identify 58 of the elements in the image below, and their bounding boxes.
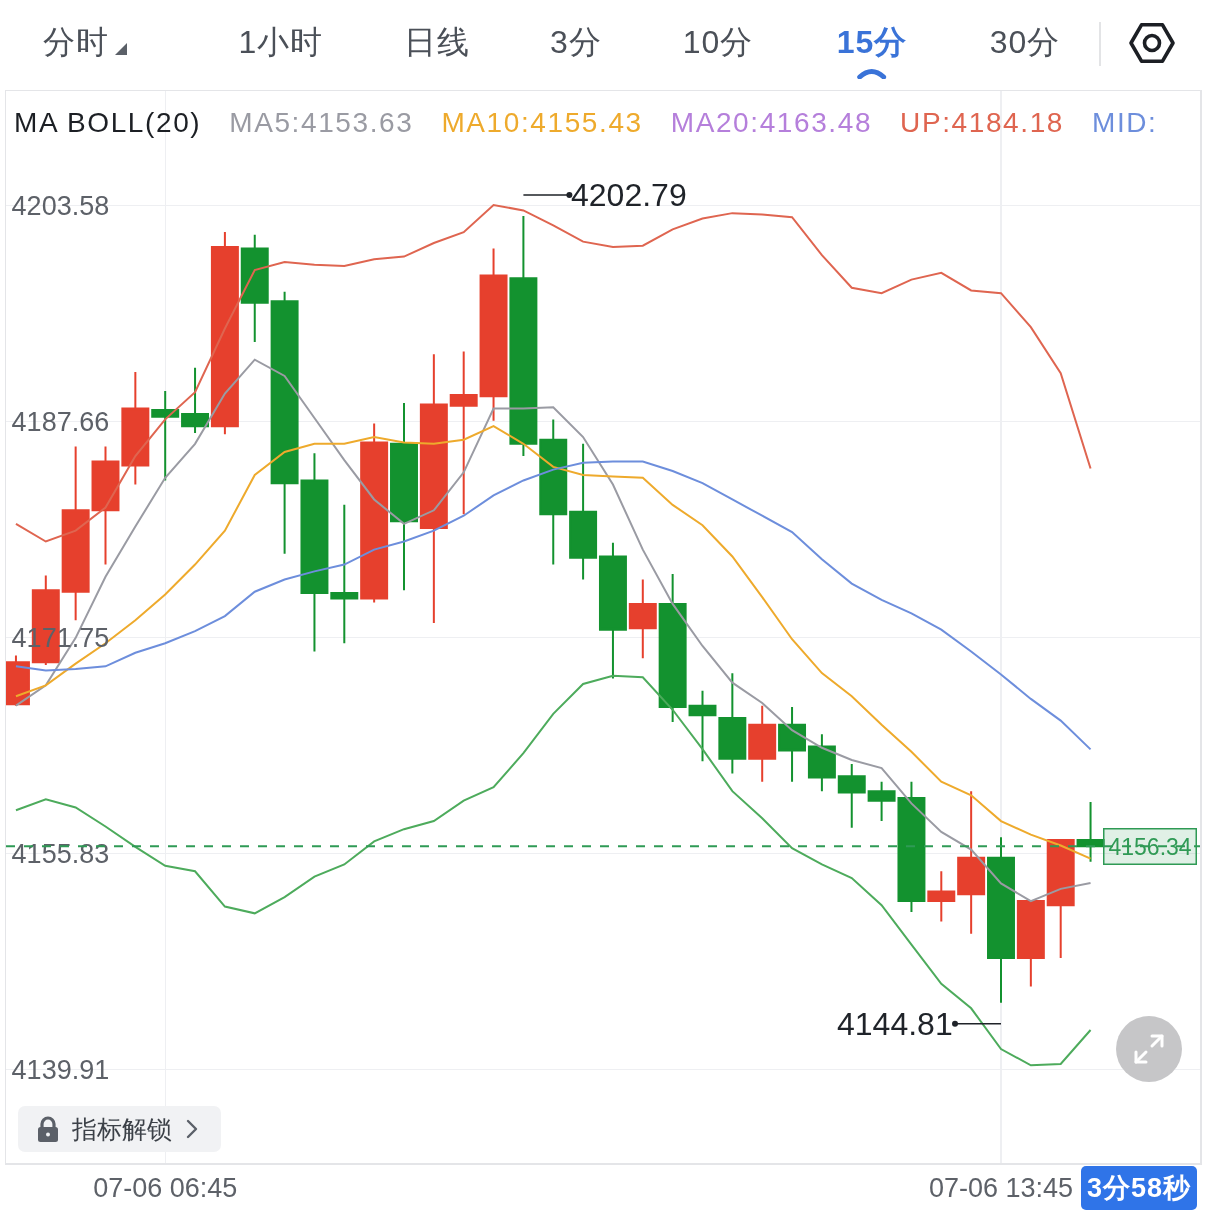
candlestick [718, 672, 747, 775]
candlestick [61, 445, 90, 622]
line-series [14, 358, 1092, 903]
badge: 3分58秒 [1080, 1166, 1197, 1210]
candlestick [987, 836, 1015, 1004]
text: 30分 [989, 24, 1061, 60]
text: 10分 [682, 24, 754, 60]
candlestick [807, 733, 836, 793]
candlestick [151, 389, 180, 482]
annotation: MA20:4163.48 [670, 107, 873, 139]
text: MA10:4155.43 [441, 107, 643, 139]
x-tick-label: 07-06 06:45 [93, 1172, 238, 1203]
candlestick [957, 790, 986, 935]
candlestick [837, 763, 866, 829]
candlestick [539, 418, 568, 566]
candlestick [479, 247, 508, 422]
annotation: 指标解锁 [72, 1114, 172, 1143]
text: 日线 [404, 24, 470, 60]
candlestick [569, 442, 598, 581]
annotation: MA BOLL(20) [14, 107, 202, 139]
candlestick [360, 422, 389, 604]
candlestick [1046, 839, 1075, 960]
y-tick-label: 4155.83 [11, 838, 110, 869]
candlestick [658, 573, 687, 723]
text: 15分 [836, 24, 908, 60]
candlestick [688, 689, 717, 763]
candlestick [121, 370, 150, 486]
candlestick [1076, 801, 1105, 863]
candlestick [598, 541, 627, 680]
candlestick [91, 445, 120, 566]
candlestick [390, 402, 418, 592]
candlestick [927, 870, 956, 923]
ref-line-label: 4156.34 [1108, 833, 1192, 860]
candlestick [210, 231, 239, 436]
line-series [14, 460, 1092, 751]
text: 3分 [550, 24, 602, 60]
candlestick [748, 704, 777, 783]
annotation: 4144.81 [837, 1006, 953, 1042]
y-tick-label: 4139.91 [11, 1054, 110, 1085]
text: MID: [1091, 107, 1158, 139]
x-tick-label: 07-06 13:45 [928, 1172, 1074, 1203]
text: 1小时 [238, 24, 324, 60]
text: 分时 [43, 24, 109, 60]
annotation: 4202.79 [571, 177, 687, 213]
candlestick [240, 233, 269, 344]
candlestick [449, 350, 478, 516]
candlestick [181, 366, 210, 434]
candlestick [1016, 900, 1045, 988]
text: MA5:4153.63 [229, 107, 414, 139]
candlestick [509, 214, 538, 458]
candlestick [330, 503, 359, 645]
candlestick [419, 353, 448, 624]
y-tick-label: 4203.58 [11, 190, 110, 221]
candlestick [778, 706, 807, 783]
y-tick-label: 4187.66 [11, 406, 110, 437]
text: UP:4184.18 [900, 107, 1064, 139]
candlestick [628, 578, 657, 660]
button: 指标解锁 [18, 1106, 221, 1152]
